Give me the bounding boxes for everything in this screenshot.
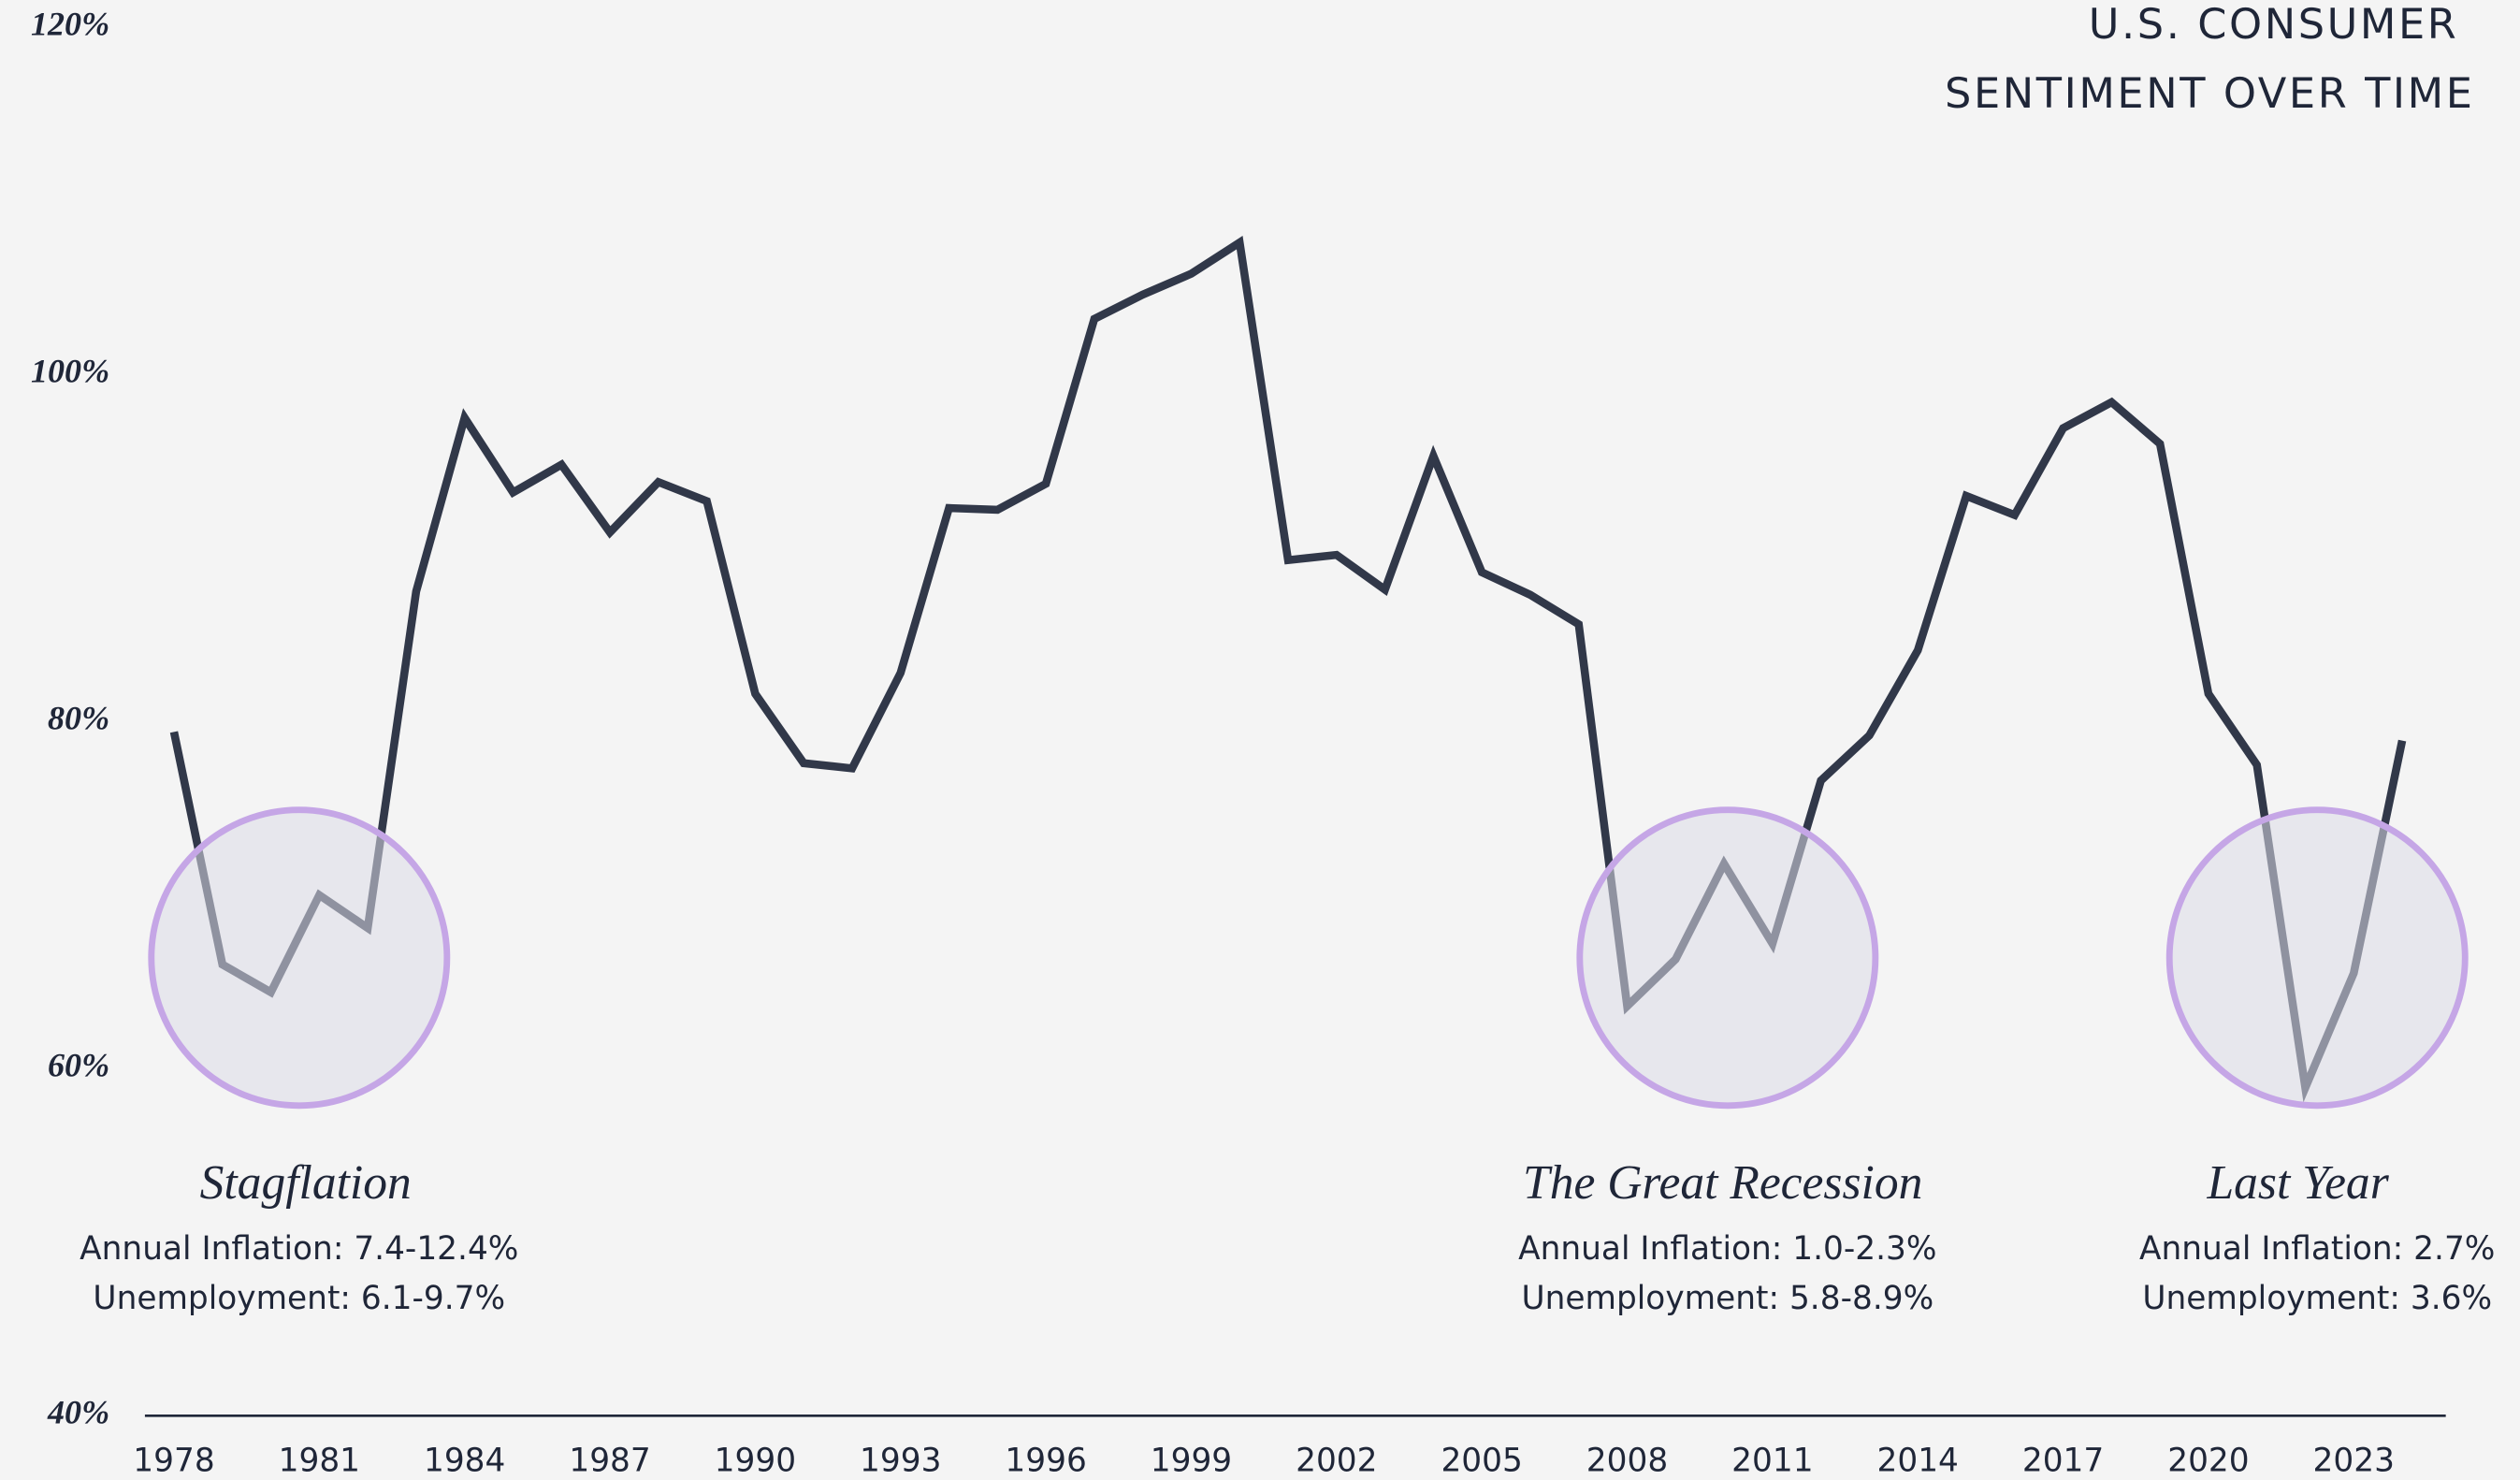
annotation-line: Annual Inflation: 1.0-2.3% [1518, 1230, 1936, 1268]
x-tick-label: 1996 [1005, 1443, 1086, 1480]
annotation-line: Unemployment: 5.8-8.9% [1521, 1280, 1933, 1317]
y-tick-label: 100% [31, 353, 109, 390]
chart-title: SENTIMENT OVER TIME [1945, 69, 2475, 118]
highlight-circle [2165, 806, 2469, 1110]
annotation-title: Last Year [2207, 1156, 2390, 1210]
x-tick-label: 1987 [569, 1443, 650, 1480]
x-tick-label: 2002 [1296, 1443, 1377, 1480]
y-tick-label: 120% [31, 5, 109, 42]
annotation-line: Annual Inflation: 2.7% [2139, 1230, 2495, 1268]
x-tick-label: 2005 [1441, 1443, 1522, 1480]
x-tick-label: 2023 [2313, 1443, 2395, 1480]
x-tick-label: 2011 [1731, 1443, 1813, 1480]
x-tick-label: 1978 [133, 1443, 214, 1480]
x-tick-label: 2020 [2167, 1443, 2249, 1480]
highlight-circle [148, 806, 451, 1110]
annotation-line: Unemployment: 3.6% [2142, 1280, 2492, 1317]
x-tick-label: 2008 [1586, 1443, 1668, 1480]
chart-title: U.S. CONSUMER [2089, 0, 2459, 49]
highlight-circle [1576, 806, 1879, 1110]
y-tick-label: 80% [48, 700, 109, 737]
annotation-line: Annual Inflation: 7.4-12.4% [80, 1230, 518, 1268]
x-tick-label: 2017 [2022, 1443, 2104, 1480]
x-tick-label: 1990 [715, 1443, 796, 1480]
annotation-line: Unemployment: 6.1-9.7% [93, 1280, 505, 1317]
annotation-title: The Great Recession [1523, 1156, 1922, 1210]
y-tick-label: 40% [47, 1394, 109, 1431]
x-tick-label: 1999 [1151, 1443, 1232, 1480]
data-line [169, 236, 2407, 1103]
x-tick-label: 1984 [424, 1443, 505, 1480]
x-tick-label: 1993 [860, 1443, 941, 1480]
x-tick-label: 1981 [279, 1443, 360, 1480]
annotation-title: Stagflation [200, 1156, 412, 1210]
x-tick-label: 2014 [1877, 1443, 1959, 1480]
y-tick-label: 60% [48, 1047, 109, 1084]
